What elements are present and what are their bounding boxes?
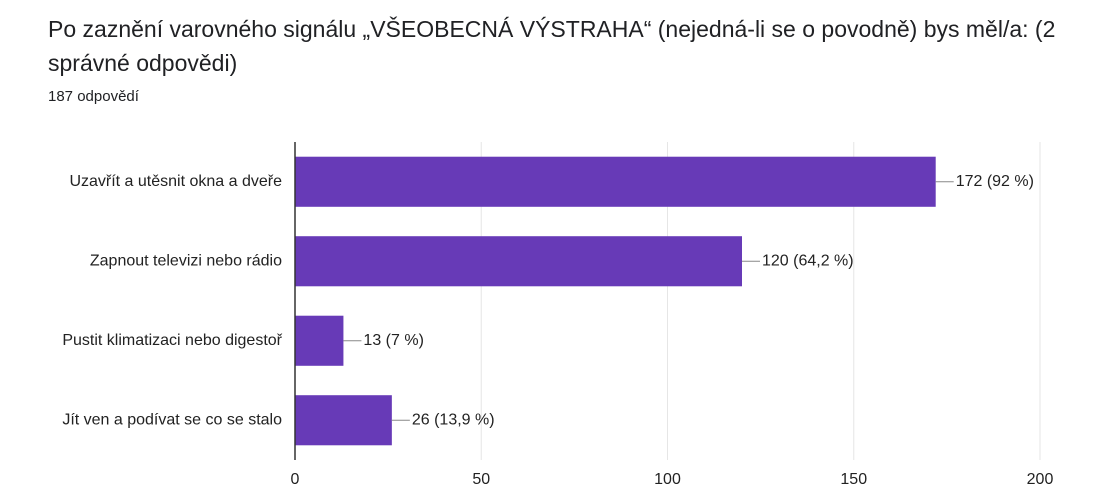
- value-label: 26 (13,9 %): [412, 411, 495, 428]
- bar: [295, 395, 392, 446]
- chart-title: Po zaznění varovného signálu „VŠEOBECNÁ …: [48, 16, 1056, 76]
- value-label: 13 (7 %): [363, 332, 423, 349]
- x-tick-label: 100: [654, 471, 681, 488]
- x-tick-label: 150: [840, 471, 867, 488]
- x-tick-label: 200: [1027, 471, 1054, 488]
- y-tick-label: Zapnout televizi nebo rádio: [90, 252, 282, 269]
- value-label: 172 (92 %): [956, 173, 1034, 190]
- chart-subtitle: 187 odpovědí: [48, 88, 139, 105]
- bar: [295, 315, 344, 366]
- bar: [295, 236, 742, 287]
- x-tick-label: 50: [472, 471, 490, 488]
- y-tick-label: Jít ven a podívat se co se stalo: [62, 411, 282, 428]
- y-tick-label: Uzavřít a utěsnit okna a dveře: [69, 173, 282, 190]
- x-tick-label: 0: [291, 471, 300, 488]
- bar: [295, 156, 936, 207]
- value-label: 120 (64,2 %): [762, 252, 854, 269]
- y-tick-label: Pustit klimatizaci nebo digestoř: [62, 332, 282, 349]
